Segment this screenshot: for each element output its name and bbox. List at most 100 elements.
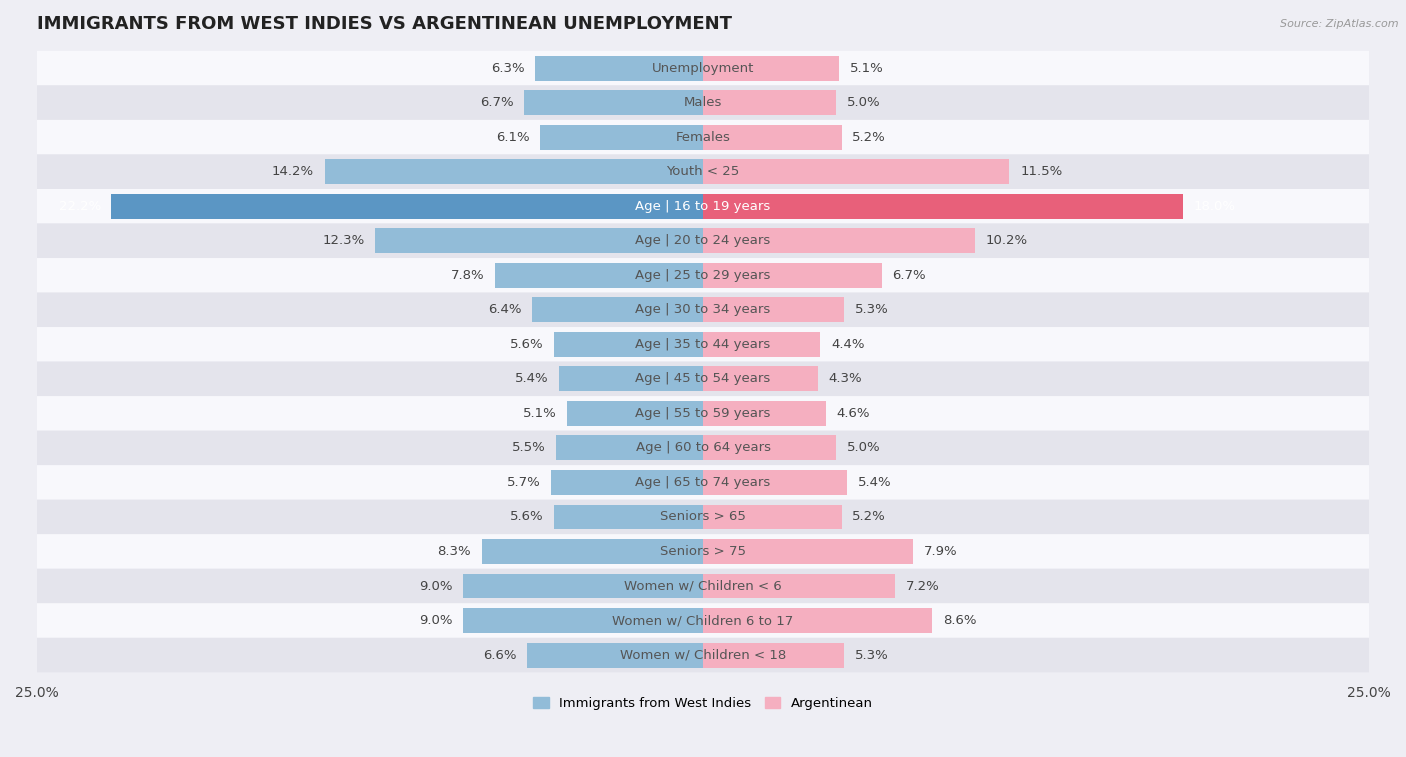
Text: 18.0%: 18.0%: [1194, 200, 1236, 213]
Text: 7.8%: 7.8%: [451, 269, 485, 282]
Bar: [551, 470, 703, 495]
Bar: [703, 229, 974, 253]
Bar: [463, 608, 703, 633]
Bar: [560, 366, 703, 391]
Text: Unemployment: Unemployment: [652, 61, 754, 75]
Text: Women w/ Children 6 to 17: Women w/ Children 6 to 17: [613, 614, 793, 627]
Bar: [703, 125, 842, 150]
Text: Age | 35 to 44 years: Age | 35 to 44 years: [636, 338, 770, 350]
Text: Age | 65 to 74 years: Age | 65 to 74 years: [636, 476, 770, 489]
Text: Seniors > 65: Seniors > 65: [659, 510, 747, 523]
Text: 5.4%: 5.4%: [858, 476, 891, 489]
Bar: [703, 194, 1182, 219]
Text: 6.6%: 6.6%: [484, 649, 516, 662]
Bar: [463, 574, 703, 599]
Bar: [703, 159, 1010, 184]
Bar: [703, 643, 844, 668]
Text: Women w/ Children < 6: Women w/ Children < 6: [624, 580, 782, 593]
FancyBboxPatch shape: [37, 396, 1369, 431]
FancyBboxPatch shape: [37, 154, 1369, 189]
Bar: [703, 56, 839, 80]
Text: 9.0%: 9.0%: [419, 580, 453, 593]
Bar: [703, 401, 825, 425]
Text: Women w/ Children < 18: Women w/ Children < 18: [620, 649, 786, 662]
Text: 5.2%: 5.2%: [852, 131, 886, 144]
Text: IMMIGRANTS FROM WEST INDIES VS ARGENTINEAN UNEMPLOYMENT: IMMIGRANTS FROM WEST INDIES VS ARGENTINE…: [37, 15, 733, 33]
Text: 5.1%: 5.1%: [523, 407, 557, 420]
Text: Age | 20 to 24 years: Age | 20 to 24 years: [636, 234, 770, 248]
FancyBboxPatch shape: [37, 638, 1369, 672]
Bar: [527, 643, 703, 668]
Text: 10.2%: 10.2%: [986, 234, 1028, 248]
Text: 4.4%: 4.4%: [831, 338, 865, 350]
Text: 5.3%: 5.3%: [855, 649, 889, 662]
Bar: [703, 574, 894, 599]
Text: 14.2%: 14.2%: [271, 165, 314, 178]
Text: 5.3%: 5.3%: [855, 304, 889, 316]
Bar: [325, 159, 703, 184]
Bar: [703, 332, 820, 357]
Bar: [703, 90, 837, 115]
Bar: [703, 539, 914, 564]
Text: 4.6%: 4.6%: [837, 407, 870, 420]
Bar: [524, 90, 703, 115]
Text: 6.7%: 6.7%: [481, 96, 513, 109]
Bar: [554, 504, 703, 529]
Legend: Immigrants from West Indies, Argentinean: Immigrants from West Indies, Argentinean: [527, 692, 879, 715]
Bar: [567, 401, 703, 425]
Text: 4.3%: 4.3%: [828, 372, 862, 385]
FancyBboxPatch shape: [37, 534, 1369, 569]
Text: 5.0%: 5.0%: [846, 441, 880, 454]
Text: Age | 60 to 64 years: Age | 60 to 64 years: [636, 441, 770, 454]
Text: 5.6%: 5.6%: [509, 338, 543, 350]
FancyBboxPatch shape: [37, 603, 1369, 638]
Text: 5.1%: 5.1%: [849, 61, 883, 75]
Text: 6.3%: 6.3%: [491, 61, 524, 75]
Bar: [703, 435, 837, 460]
Text: Age | 25 to 29 years: Age | 25 to 29 years: [636, 269, 770, 282]
FancyBboxPatch shape: [37, 569, 1369, 603]
Text: Females: Females: [675, 131, 731, 144]
Text: Age | 16 to 19 years: Age | 16 to 19 years: [636, 200, 770, 213]
FancyBboxPatch shape: [37, 327, 1369, 362]
FancyBboxPatch shape: [37, 465, 1369, 500]
Text: Age | 55 to 59 years: Age | 55 to 59 years: [636, 407, 770, 420]
FancyBboxPatch shape: [37, 431, 1369, 465]
Bar: [554, 332, 703, 357]
FancyBboxPatch shape: [37, 258, 1369, 292]
Text: Males: Males: [683, 96, 723, 109]
Text: 6.7%: 6.7%: [893, 269, 925, 282]
Text: 22.2%: 22.2%: [59, 200, 101, 213]
Bar: [540, 125, 703, 150]
Text: 5.6%: 5.6%: [509, 510, 543, 523]
Bar: [703, 263, 882, 288]
Text: 9.0%: 9.0%: [419, 614, 453, 627]
FancyBboxPatch shape: [37, 86, 1369, 120]
FancyBboxPatch shape: [37, 292, 1369, 327]
Text: 6.4%: 6.4%: [488, 304, 522, 316]
FancyBboxPatch shape: [37, 189, 1369, 223]
Text: 12.3%: 12.3%: [322, 234, 364, 248]
Text: 7.9%: 7.9%: [924, 545, 957, 558]
FancyBboxPatch shape: [37, 223, 1369, 258]
Bar: [703, 470, 846, 495]
Text: 8.3%: 8.3%: [437, 545, 471, 558]
Text: 6.1%: 6.1%: [496, 131, 530, 144]
Bar: [536, 56, 703, 80]
FancyBboxPatch shape: [37, 362, 1369, 396]
Bar: [111, 194, 703, 219]
Text: 8.6%: 8.6%: [943, 614, 976, 627]
FancyBboxPatch shape: [37, 500, 1369, 534]
FancyBboxPatch shape: [37, 51, 1369, 86]
Bar: [703, 608, 932, 633]
Text: 11.5%: 11.5%: [1021, 165, 1063, 178]
Bar: [375, 229, 703, 253]
Bar: [533, 298, 703, 322]
Text: 7.2%: 7.2%: [905, 580, 939, 593]
Text: 5.4%: 5.4%: [515, 372, 548, 385]
Bar: [703, 504, 842, 529]
Bar: [495, 263, 703, 288]
Text: 5.7%: 5.7%: [506, 476, 540, 489]
Bar: [482, 539, 703, 564]
Text: Age | 30 to 34 years: Age | 30 to 34 years: [636, 304, 770, 316]
